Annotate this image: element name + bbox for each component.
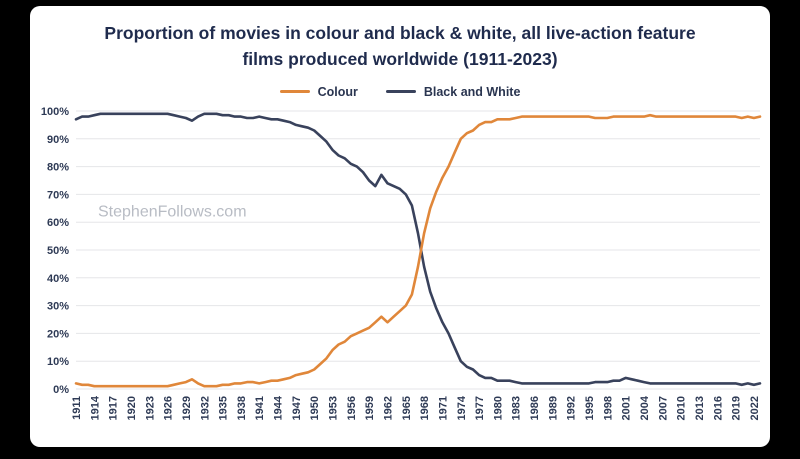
x-axis-tick-label: 2004 xyxy=(639,395,651,420)
x-axis-tick-label: 2007 xyxy=(657,396,669,420)
legend-label-colour: Colour xyxy=(317,84,358,99)
x-axis-tick-label: 1944 xyxy=(273,395,285,420)
x-axis-tick-label: 1914 xyxy=(89,395,101,420)
y-axis-tick-label: 20% xyxy=(47,328,69,340)
x-axis-tick-label: 1953 xyxy=(328,396,340,420)
x-axis-tick-label: 1923 xyxy=(144,396,156,420)
x-axis-tick-label: 1965 xyxy=(401,396,413,420)
legend-item-black-and-white: Black and White xyxy=(385,84,521,99)
x-axis-tick-label: 1947 xyxy=(291,396,303,420)
x-axis-tick-label: 1917 xyxy=(108,396,120,420)
x-axis-tick-label: 2013 xyxy=(694,396,706,420)
y-axis-tick-label: 100% xyxy=(41,106,69,118)
x-axis-tick-label: 1974 xyxy=(456,395,468,420)
x-axis-tick-label: 1977 xyxy=(474,396,486,420)
x-axis-tick-label: 1935 xyxy=(218,396,230,420)
x-axis-tick-label: 1926 xyxy=(163,396,175,420)
y-axis-tick-label: 40% xyxy=(47,272,69,284)
y-axis-tick-label: 10% xyxy=(47,356,69,368)
y-axis-tick-label: 0% xyxy=(53,384,69,396)
x-axis-tick-label: 1986 xyxy=(529,396,541,420)
legend: Colour Black and White xyxy=(30,85,770,99)
series-line-colour xyxy=(74,113,762,388)
x-axis-tick-label: 1983 xyxy=(511,396,523,420)
legend-swatch-black-and-white xyxy=(385,89,416,94)
x-axis-tick-label: 1980 xyxy=(492,396,504,420)
legend-label-black-and-white: Black and White xyxy=(423,84,521,99)
chart-card: Proportion of movies in colour and black… xyxy=(30,6,770,447)
x-axis-tick-label: 1998 xyxy=(602,396,614,420)
x-axis-tick-label: 1941 xyxy=(254,396,266,420)
x-axis-tick-label: 1911 xyxy=(71,396,83,420)
x-axis-tick-label: 2001 xyxy=(621,396,633,420)
line-chart: 0% 10% 20% 30% 40% 50% 60% 70% 80% 90% 100% Stephen… xyxy=(41,106,762,420)
x-axis-tick-label: 1971 xyxy=(437,396,449,420)
y-axis-tick-label: 70% xyxy=(47,189,69,201)
y-axis-tick-label: 60% xyxy=(47,217,69,229)
x-axis-tick-label: 1932 xyxy=(199,396,211,420)
legend-item-colour: Colour xyxy=(279,84,358,99)
series-line-black-and-white xyxy=(74,112,762,386)
x-axis-tick-label: 1956 xyxy=(346,396,358,420)
y-axis-tick-label: 80% xyxy=(47,161,69,173)
y-axis-tick-label: 50% xyxy=(47,245,69,257)
x-axis-tick-label: 2010 xyxy=(676,396,688,420)
x-axis-tick-label: 1920 xyxy=(126,396,138,420)
x-axis-tick-label: 1995 xyxy=(584,396,596,420)
x-axis-tick-label: 2016 xyxy=(712,396,724,420)
y-axis-tick-label: 30% xyxy=(47,300,69,312)
x-axis-tick-label: 1962 xyxy=(383,396,395,420)
legend-swatch-colour xyxy=(279,89,310,94)
x-axis-tick-label: 2019 xyxy=(731,396,743,420)
x-axis-tick-label: 1992 xyxy=(566,396,578,420)
x-axis-tick-label: 1950 xyxy=(309,396,321,420)
x-axis-tick-label: 1959 xyxy=(364,396,376,420)
x-axis-tick-label: 1989 xyxy=(547,396,559,420)
chart-title: Proportion of movies in colour and black… xyxy=(104,23,696,70)
x-axis-tick-label: 1938 xyxy=(236,396,248,420)
x-axis-tick-label: 1929 xyxy=(181,396,193,420)
y-axis-tick-label: 90% xyxy=(47,133,69,145)
watermark: StephenFollows.com xyxy=(98,203,247,220)
x-axis-tick-label: 2022 xyxy=(749,396,761,420)
x-axis-tick-label: 1968 xyxy=(419,396,431,420)
